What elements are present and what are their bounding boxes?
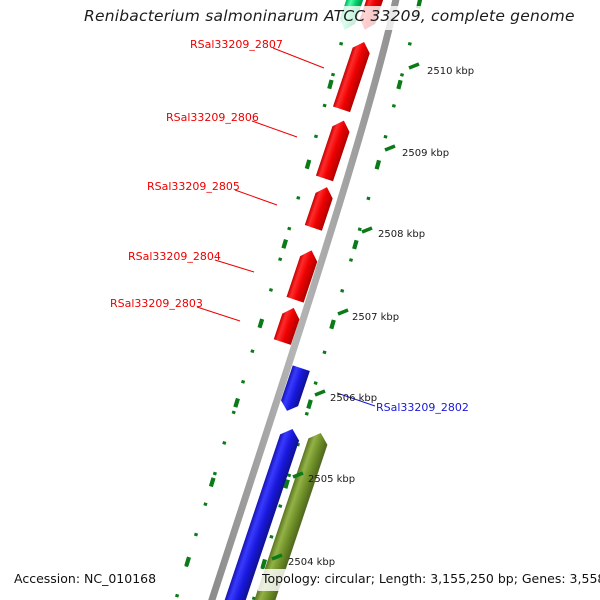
axis-tick-2504 — [271, 553, 283, 561]
axis-tick-2506 — [314, 389, 326, 397]
axis-tick-marks — [271, 62, 420, 561]
tick-arc-outer — [251, 0, 423, 600]
status-bar: Topology: circular; Length: 3,155,250 bp… — [258, 569, 600, 591]
axis-tick-2505 — [292, 471, 304, 479]
leader-line-RSal33209_2807 — [272, 47, 325, 69]
leader-line-RSal33209_2802 — [336, 392, 376, 407]
genome-backbone[interactable] — [208, 0, 408, 600]
axis-tick-2508 — [361, 226, 373, 234]
axis-tick-label-2510: 2510 kbp — [427, 66, 475, 77]
feature-RSal33209_2801[interactable] — [219, 426, 302, 600]
feature-label-RSal33209_2807[interactable]: RSal33209_2807 — [190, 38, 283, 51]
feature-body[interactable] — [332, 39, 373, 113]
leader-line-RSal33209_2803 — [196, 306, 241, 322]
feature-body[interactable] — [219, 426, 302, 600]
feature-RSal33209_2805[interactable] — [304, 184, 336, 231]
feature-track-outer[interactable] — [219, 0, 390, 600]
feature-label-RSal33209_2806[interactable]: RSal33209_2806 — [166, 111, 259, 124]
tick-arc-minor-outer — [251, 0, 422, 600]
axis-tick-label-2507: 2507 kbp — [352, 312, 400, 323]
axis-tick-label-2505: 2505 kbp — [308, 474, 356, 485]
feature-RSal33209_2802[interactable] — [278, 365, 310, 413]
feature-RSal33209_2807[interactable] — [332, 39, 373, 113]
feature-body[interactable] — [286, 248, 321, 303]
axis-tick-2510 — [408, 62, 420, 70]
axis-tick-2509 — [384, 144, 396, 152]
feature-label-RSal33209_2804[interactable]: RSal33209_2804 — [128, 250, 221, 263]
feature-label-RSal33209_2803[interactable]: RSal33209_2803 — [110, 297, 203, 310]
feature-RSal33209_2803[interactable] — [273, 305, 302, 345]
axis-tick-label-2504: 2504 kbp — [288, 557, 336, 568]
axis-tick-label-2509: 2509 kbp — [402, 148, 450, 159]
feature-body[interactable] — [304, 184, 336, 231]
feature-label-RSal33209_2802[interactable]: RSal33209_2802 — [376, 401, 469, 414]
feature-body[interactable] — [278, 365, 310, 413]
tick-arc-minor-inner — [173, 0, 354, 600]
leader-line-RSal33209_2806 — [251, 120, 298, 138]
accession-text: Accession: NC_010168 — [14, 571, 157, 586]
feature-body[interactable] — [315, 118, 352, 182]
feature-RSal33209_2804[interactable] — [286, 248, 321, 303]
tick-arc-major-outer — [251, 0, 423, 600]
page-title: Renibacterium salmoninarum ATCC 33209, c… — [84, 7, 575, 25]
axis-tick-label-2508: 2508 kbp — [378, 229, 426, 240]
tick-arc-inner — [173, 0, 354, 600]
axis-tick-2507 — [337, 308, 349, 316]
leader-line-RSal33209_2804 — [214, 259, 255, 273]
axis-tick-label-2506: 2506 kbp — [330, 393, 378, 404]
leader-lines — [196, 47, 376, 407]
leader-line-RSal33209_2805 — [234, 189, 278, 206]
feature-label-RSal33209_2805[interactable]: RSal33209_2805 — [147, 180, 240, 193]
feature-body[interactable] — [273, 305, 302, 345]
feature-RSal33209_2806[interactable] — [315, 118, 352, 182]
